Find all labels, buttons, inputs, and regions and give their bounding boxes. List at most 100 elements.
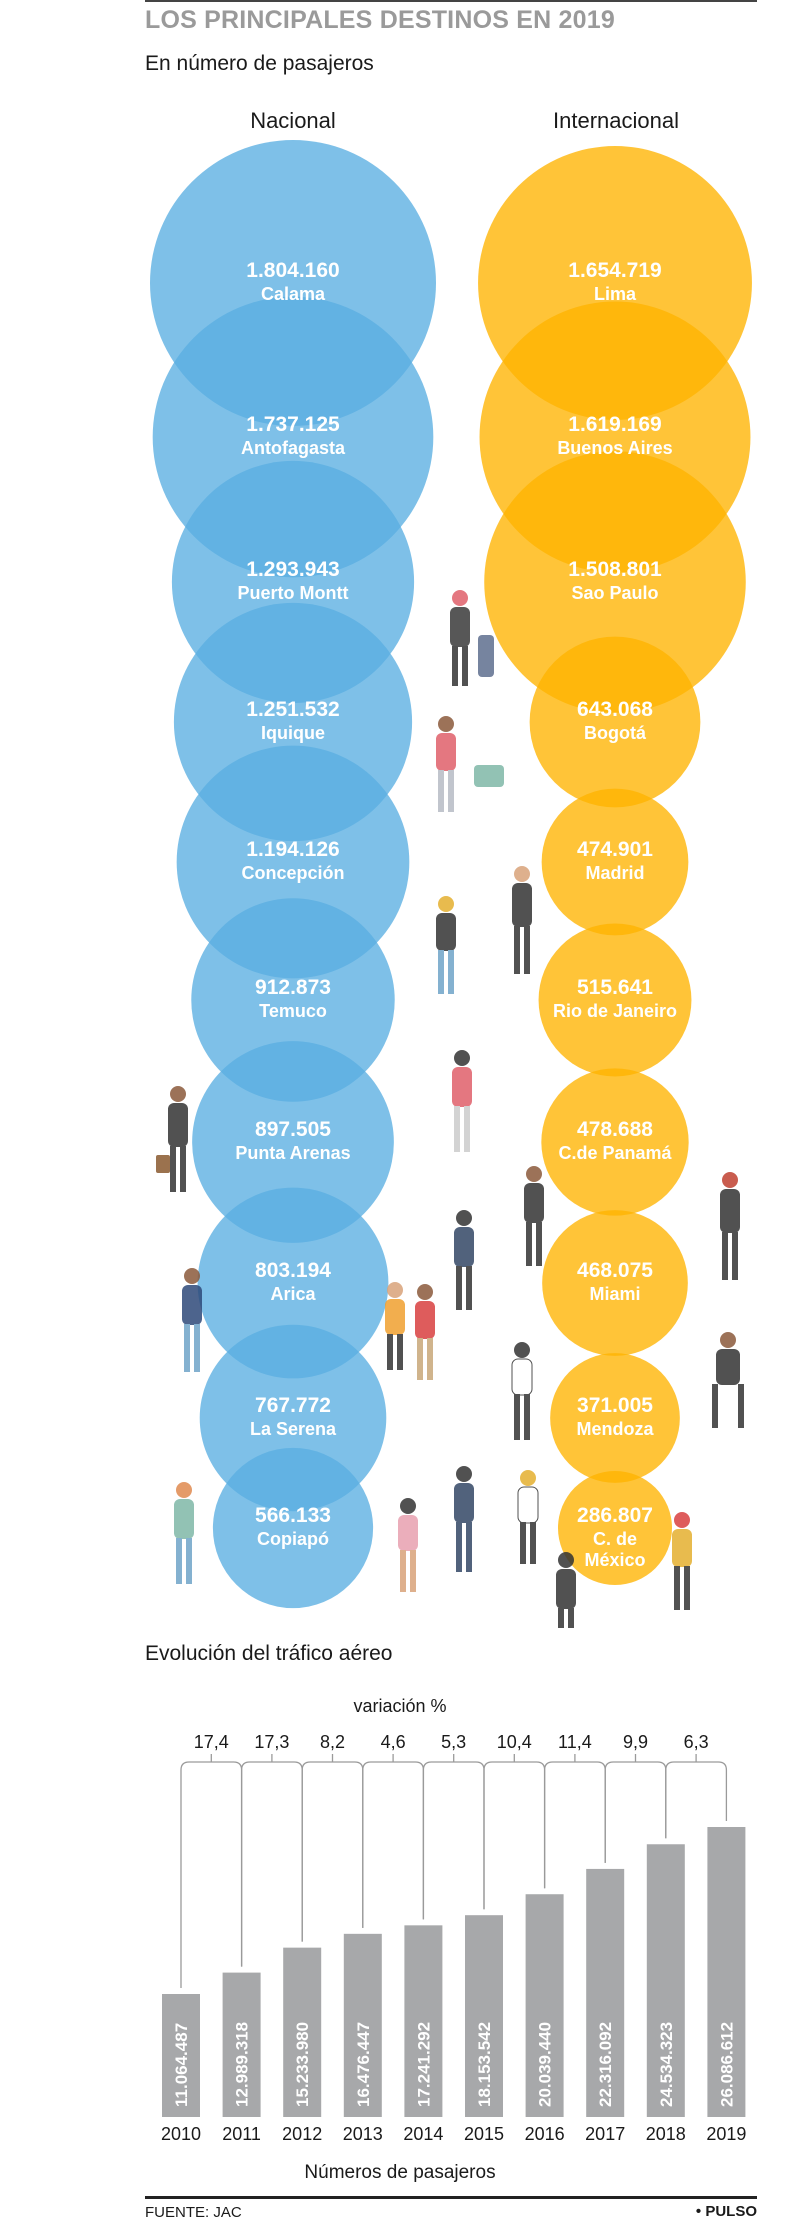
international-bubble-value: 515.641: [577, 976, 653, 999]
year-tick-label: 2015: [464, 2124, 504, 2144]
traffic-bar: [404, 1925, 443, 2117]
year-tick-label: 2014: [403, 2124, 443, 2144]
traffic-section-title: Evolución del tráfico aéreo: [145, 1642, 393, 1665]
variation-label: variación %: [353, 1696, 447, 1716]
person-figure: [524, 1166, 544, 1266]
international-bubble-value: 478.688: [577, 1118, 653, 1141]
national-bubble-city: Iquique: [261, 723, 325, 743]
national-bubble-value: 1.804.160: [246, 259, 339, 282]
variation-value: 6,3: [684, 1732, 709, 1752]
brand-logo: • PULSO: [695, 2203, 757, 2220]
traffic-bar: [707, 1827, 746, 2117]
variation-bracket: [665, 1761, 728, 1839]
bar-value-label: 12.989.318: [233, 2022, 252, 2107]
national-bubble-city: Temuco: [259, 1001, 327, 1021]
year-tick-label: 2016: [525, 2124, 565, 2144]
international-bubble-value: 371.005: [577, 1394, 653, 1417]
national-bubble-city: Calama: [261, 284, 326, 304]
person-figure: [720, 1172, 740, 1280]
variation-bracket: [483, 1761, 546, 1910]
international-bubble-city: México: [584, 1550, 645, 1570]
international-bubble-value: 286.807: [577, 1504, 653, 1527]
bar-value-label: 15.233.980: [293, 2022, 312, 2107]
international-bubble-value: 643.068: [577, 698, 653, 721]
source-note: FUENTE: JAC: [145, 2204, 242, 2221]
year-tick-label: 2019: [706, 2124, 746, 2144]
national-bubble-city: Copiapó: [257, 1529, 329, 1549]
national-bubble-value: 1.293.943: [246, 558, 339, 581]
year-tick-label: 2017: [585, 2124, 625, 2144]
national-bubble-value: 897.505: [255, 1118, 331, 1141]
variation-value: 9,9: [623, 1732, 648, 1752]
traffic-bar: [646, 1844, 685, 2117]
column-header-international: Internacional: [553, 108, 679, 133]
person-figure: [452, 1050, 472, 1152]
person-figure: [182, 1268, 202, 1372]
traffic-bar: [465, 1915, 503, 2117]
international-bubble: [484, 451, 746, 713]
international-bubble: [529, 636, 701, 808]
national-bubble-value: 1.737.125: [246, 413, 340, 436]
people-illustration: [156, 590, 744, 1628]
person-figure: [672, 1512, 692, 1610]
person-figure: [556, 1552, 576, 1628]
variation-bracket: [362, 1761, 425, 1928]
international-bubble-city: C.de Panamá: [558, 1143, 672, 1163]
international-bubble: [550, 1353, 680, 1483]
international-bubble: [557, 1470, 673, 1586]
traffic-bar: [222, 1972, 261, 2117]
international-bubble-city: Bogotá: [584, 723, 647, 743]
international-bubble-city: Miami: [589, 1284, 640, 1304]
person-figure: [454, 1210, 474, 1310]
national-bubble-city: Arica: [270, 1284, 316, 1304]
variation-value: 11,4: [558, 1732, 592, 1752]
person-figure: [436, 716, 504, 812]
national-bubble-city: Antofagasta: [241, 438, 346, 458]
x-axis-label: Números de pasajeros: [304, 2162, 496, 2183]
international-bubble-city: Buenos Aires: [557, 438, 672, 458]
national-bubble-city: La Serena: [250, 1419, 337, 1439]
year-tick-label: 2018: [646, 2124, 686, 2144]
international-bubble: [541, 788, 689, 936]
variation-value: 17,3: [254, 1732, 289, 1752]
traffic-bar: [283, 1947, 322, 2117]
national-bubble-city: Punta Arenas: [235, 1143, 350, 1163]
international-bubble-value: 1.619.169: [568, 413, 661, 436]
international-bubble-value: 468.075: [577, 1259, 653, 1282]
person-figure: [517, 1470, 539, 1564]
variation-bracket: [422, 1761, 485, 1920]
bottom-rule: [145, 2196, 757, 2199]
year-tick-label: 2013: [343, 2124, 383, 2144]
international-bubble-city: Lima: [594, 284, 637, 304]
international-bubble-city: Sao Paulo: [571, 583, 658, 603]
person-figure: [385, 1282, 435, 1380]
year-tick-label: 2012: [282, 2124, 322, 2144]
international-bubble-city: Rio de Janeiro: [553, 1001, 677, 1021]
national-bubble-city: Puerto Montt: [238, 583, 349, 603]
national-bubble-city: Concepción: [241, 863, 344, 883]
international-bubble-city: Mendoza: [576, 1419, 654, 1439]
page-subtitle: En número de pasajeros: [145, 52, 374, 75]
variation-bracket: [180, 1761, 243, 1988]
international-bubble-value: 1.508.801: [568, 558, 662, 581]
person-figure: [436, 896, 456, 994]
traffic-bar: [162, 1993, 200, 2117]
variation-value: 8,2: [320, 1732, 345, 1752]
national-bubble-value: 912.873: [255, 976, 331, 999]
variation-value: 10,4: [497, 1732, 532, 1752]
bar-value-label: 24.534.323: [657, 2022, 676, 2107]
bar-value-label: 22.316.092: [596, 2022, 615, 2107]
bar-value-label: 11.064.487: [172, 2023, 191, 2107]
national-bubble: [192, 1041, 394, 1243]
bar-value-label: 16.476.447: [354, 2022, 373, 2107]
bar-value-label: 20.039.440: [536, 2022, 555, 2107]
bar-value-label: 26.086.612: [717, 2022, 736, 2107]
person-figure: [454, 1466, 474, 1572]
year-tick-label: 2010: [161, 2124, 201, 2144]
national-bubble: [212, 1447, 374, 1609]
national-bubble: [197, 1187, 389, 1379]
column-header-national: Nacional: [250, 108, 336, 133]
